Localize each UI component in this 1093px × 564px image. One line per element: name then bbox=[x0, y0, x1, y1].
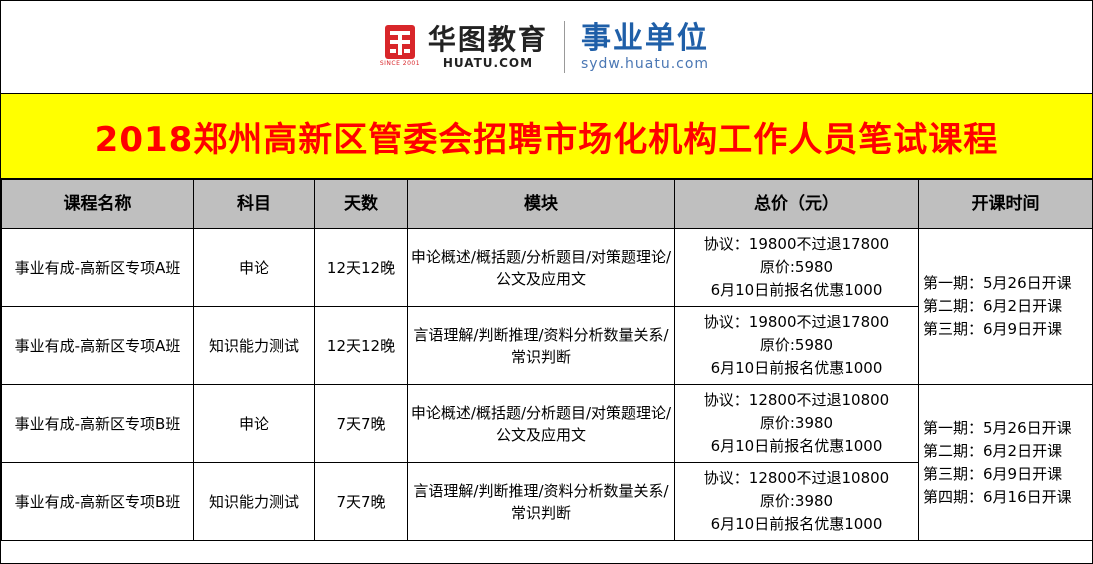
course-name-cell: 事业有成-高新区专项B班 bbox=[1, 384, 194, 463]
module-cell: 申论概述/概括题/分析题目/对策题理论/公文及应用文 bbox=[407, 384, 675, 463]
schedule-line: 第二期：6月2日开课 bbox=[923, 297, 1063, 315]
sub-brand: 事业单位 sydw.huatu.com bbox=[580, 21, 710, 73]
schedule-cell-b: 第一期：5月26日开课 第二期：6月2日开课 第三期：6月9日开课 第四期：6月… bbox=[918, 384, 1093, 541]
price-discount: 6月10日前报名优惠1000 bbox=[710, 437, 883, 455]
schedule-cell-a: 第一期：5月26日开课 第二期：6月2日开课 第三期：6月9日开课 bbox=[918, 228, 1093, 385]
table-header-row: 课程名称 科目 天数 模块 总价（元） 开课时间 bbox=[1, 179, 1093, 229]
course-name-cell: 事业有成-高新区专项A班 bbox=[1, 228, 194, 307]
subject-cell: 申论 bbox=[193, 384, 315, 463]
price-discount: 6月10日前报名优惠1000 bbox=[710, 515, 883, 533]
price-agreement: 协议：12800不过退10800 bbox=[703, 391, 890, 409]
subject-cell: 知识能力测试 bbox=[193, 306, 315, 385]
days-cell: 7天7晚 bbox=[314, 462, 408, 541]
course-name-cell: 事业有成-高新区专项A班 bbox=[1, 306, 194, 385]
price-cell: 协议：12800不过退10800 原价:3980 6月10日前报名优惠1000 bbox=[674, 462, 919, 541]
days-cell: 12天12晚 bbox=[314, 306, 408, 385]
brand-name-cn: 华图教育 bbox=[427, 23, 548, 56]
price-agreement: 协议：19800不过退17800 bbox=[703, 235, 890, 253]
sub-brand-url: sydw.huatu.com bbox=[580, 56, 710, 72]
price-original: 原价:3980 bbox=[759, 414, 834, 432]
logo-band: SINCE 2001 华图教育 HUATU.COM 事业单位 sydw.huat… bbox=[1, 1, 1092, 93]
price-original: 原价:5980 bbox=[759, 258, 834, 276]
module-cell: 言语理解/判断推理/资料分析数量关系/常识判断 bbox=[407, 306, 675, 385]
schedule-line: 第三期：6月9日开课 bbox=[923, 320, 1063, 338]
days-cell: 7天7晚 bbox=[314, 384, 408, 463]
col-header-price: 总价（元） bbox=[674, 179, 919, 229]
col-header-days: 天数 bbox=[314, 179, 408, 229]
price-original: 原价:5980 bbox=[759, 336, 834, 354]
price-cell: 协议：19800不过退17800 原价:5980 6月10日前报名优惠1000 bbox=[674, 228, 919, 307]
schedule-line: 第一期：5月26日开课 bbox=[923, 418, 1072, 437]
schedule-line: 第三期：6月9日开课 bbox=[923, 464, 1063, 483]
col-header-name: 课程名称 bbox=[1, 179, 194, 229]
brand-text: 华图教育 HUATU.COM bbox=[427, 23, 548, 71]
subject-cell: 知识能力测试 bbox=[193, 462, 315, 541]
col-header-module: 模块 bbox=[407, 179, 675, 229]
table-row: 事业有成-高新区专项A班 知识能力测试 12天12晚 言语理解/判断推理/资料分… bbox=[1, 306, 1093, 385]
page-title: 2018郑州高新区管委会招聘市场化机构工作人员笔试课程 bbox=[94, 119, 999, 160]
col-header-schedule: 开课时间 bbox=[918, 179, 1093, 229]
days-cell: 12天12晚 bbox=[314, 228, 408, 307]
col-header-subject: 科目 bbox=[193, 179, 315, 229]
brand-name-en: HUATU.COM bbox=[442, 56, 534, 70]
price-agreement: 协议：19800不过退17800 bbox=[703, 313, 890, 331]
subject-cell: 申论 bbox=[193, 228, 315, 307]
title-banner: 2018郑州高新区管委会招聘市场化机构工作人员笔试课程 bbox=[1, 93, 1092, 179]
course-table: 课程名称 科目 天数 模块 总价（元） 开课时间 事业有成-高新区专项A班 申论… bbox=[1, 179, 1093, 541]
price-discount: 6月10日前报名优惠1000 bbox=[710, 281, 883, 299]
logo-divider bbox=[563, 21, 565, 73]
price-cell: 协议：12800不过退10800 原价:3980 6月10日前报名优惠1000 bbox=[674, 384, 919, 463]
schedule-line: 第二期：6月2日开课 bbox=[923, 441, 1063, 460]
course-name-cell: 事业有成-高新区专项B班 bbox=[1, 462, 194, 541]
module-cell: 申论概述/概括题/分析题目/对策题理论/公文及应用文 bbox=[407, 228, 675, 307]
schedule-line: 第一期：5月26日开课 bbox=[923, 274, 1072, 292]
table-row: 事业有成-高新区专项A班 申论 12天12晚 申论概述/概括题/分析题目/对策题… bbox=[1, 228, 1093, 385]
table-row: 事业有成-高新区专项B班 知识能力测试 7天7晚 言语理解/判断推理/资料分析数… bbox=[1, 462, 1093, 541]
sub-brand-name: 事业单位 bbox=[580, 21, 709, 56]
table-row: 事业有成-高新区专项B班 申论 7天7晚 申论概述/概括题/分析题目/对策题理论… bbox=[1, 384, 1093, 541]
price-agreement: 协议：12800不过退10800 bbox=[703, 469, 890, 487]
huatu-logo-icon: SINCE 2001 bbox=[380, 25, 420, 69]
price-original: 原价:3980 bbox=[759, 492, 834, 510]
module-cell: 言语理解/判断推理/资料分析数量关系/常识判断 bbox=[407, 462, 675, 541]
brand-since: SINCE 2001 bbox=[379, 60, 421, 67]
price-discount: 6月10日前报名优惠1000 bbox=[710, 359, 883, 377]
price-cell: 协议：19800不过退17800 原价:5980 6月10日前报名优惠1000 bbox=[674, 306, 919, 385]
schedule-line: 第四期：6月16日开课 bbox=[923, 487, 1072, 506]
